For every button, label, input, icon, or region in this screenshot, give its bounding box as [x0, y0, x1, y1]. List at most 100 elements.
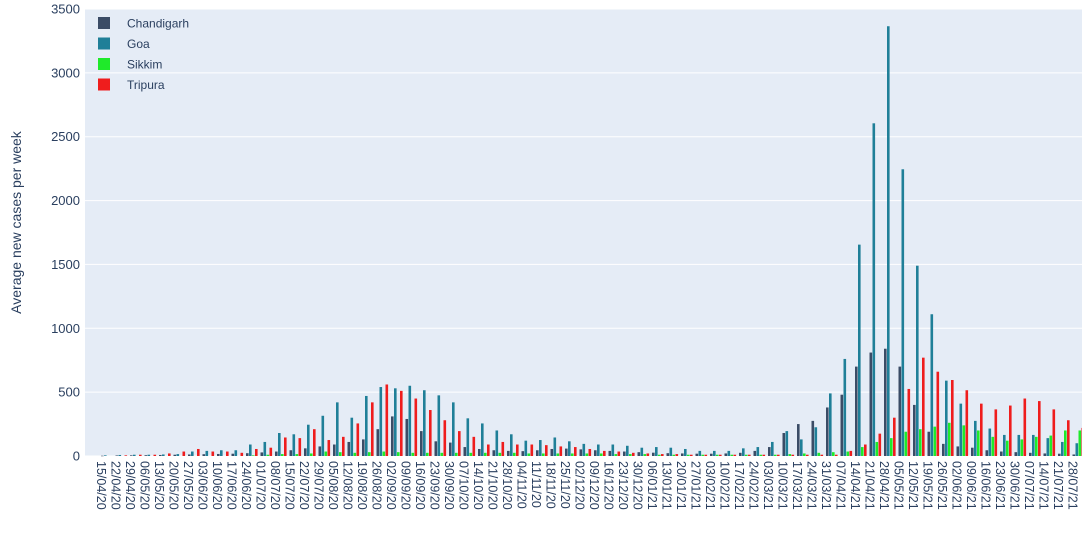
bar-tripura — [168, 453, 171, 456]
bar-chandigarh — [304, 448, 307, 456]
bar-chandigarh — [812, 421, 815, 456]
bar-tripura — [487, 445, 490, 456]
bar-tripura — [1067, 420, 1070, 456]
x-tick-label: 08/07/20 — [268, 461, 282, 510]
bar-goa — [423, 390, 426, 456]
bar-tripura — [777, 455, 780, 456]
bar-chandigarh — [638, 452, 641, 456]
bar-sikkim — [687, 455, 690, 456]
x-tick-label: 05/05/21 — [892, 461, 906, 510]
bar-chandigarh — [609, 451, 612, 456]
bar-goa — [1003, 435, 1006, 456]
bar-tripura — [879, 434, 882, 456]
x-tick-label: 16/12/20 — [602, 461, 616, 510]
x-tick-label: 14/04/21 — [848, 461, 862, 510]
legend-label: Tripura — [127, 78, 165, 92]
bar-goa — [162, 454, 165, 456]
bar-sikkim — [658, 455, 661, 456]
bar-sikkim — [586, 453, 589, 456]
bar-goa — [554, 437, 557, 456]
y-tick-label: 500 — [58, 385, 80, 400]
bar-goa — [293, 434, 296, 456]
x-tick-label: 06/05/20 — [138, 461, 152, 510]
bar-chandigarh — [145, 455, 148, 456]
x-tick-label: 31/03/21 — [819, 461, 833, 510]
bar-goa — [626, 446, 629, 456]
bar-chandigarh — [464, 447, 467, 456]
bar-goa — [148, 455, 151, 456]
bar-goa — [380, 387, 383, 456]
x-tick-label: 21/10/20 — [486, 461, 500, 510]
bar-goa — [597, 445, 600, 456]
x-tick-label: 01/07/20 — [254, 461, 268, 510]
bar-chandigarh — [551, 449, 554, 456]
bar-sikkim — [716, 455, 719, 456]
x-tick-label: 10/03/21 — [776, 461, 790, 510]
bar-chandigarh — [768, 447, 771, 456]
x-tick-label: 03/03/21 — [761, 461, 775, 510]
bar-tripura — [1009, 406, 1012, 456]
bar-chandigarh — [739, 453, 742, 456]
bar-tripura — [676, 454, 679, 456]
x-tick-label: 07/04/21 — [834, 461, 848, 510]
bar-chandigarh — [667, 453, 670, 456]
bar-goa — [1032, 435, 1035, 456]
bar-goa — [655, 447, 658, 456]
bar-tripura — [748, 455, 751, 456]
bar-chandigarh — [565, 449, 568, 456]
bar-chandigarh — [957, 446, 960, 456]
x-tick-label: 30/09/20 — [442, 461, 456, 510]
bar-sikkim — [542, 453, 545, 456]
bar-tripura — [792, 455, 795, 456]
bar-goa — [438, 395, 441, 456]
bar-sikkim — [1050, 436, 1053, 456]
bar-sikkim — [774, 455, 777, 456]
bar-goa — [902, 169, 905, 456]
bar-goa — [322, 416, 325, 456]
bar-sikkim — [470, 453, 473, 456]
x-tick-label: 10/02/21 — [718, 461, 732, 510]
bar-tripura — [458, 431, 461, 456]
bar-chandigarh — [101, 456, 104, 457]
bar-chandigarh — [1015, 452, 1018, 456]
bar-sikkim — [1064, 430, 1067, 456]
bar-chandigarh — [449, 443, 452, 456]
bar-tripura — [473, 437, 476, 456]
bar-goa — [1018, 435, 1021, 456]
bar-chandigarh — [232, 454, 235, 456]
x-tick-label: 02/12/20 — [573, 461, 587, 510]
bar-sikkim — [818, 453, 821, 456]
bar-tripura — [284, 437, 287, 456]
x-tick-label: 20/01/21 — [674, 461, 688, 510]
bar-chandigarh — [130, 455, 133, 456]
bar-chandigarh — [899, 367, 902, 456]
bar-chandigarh — [855, 367, 858, 456]
x-tick-label: 17/02/21 — [732, 461, 746, 510]
bar-tripura — [241, 453, 244, 456]
bar-chandigarh — [420, 431, 423, 456]
legend-label: Sikkim — [127, 58, 162, 72]
bar-tripura — [429, 410, 432, 456]
bar-chandigarh — [522, 451, 525, 456]
bar-sikkim — [412, 453, 415, 456]
bar-chandigarh — [986, 450, 989, 456]
bar-sikkim — [339, 452, 342, 456]
bar-chandigarh — [841, 395, 844, 456]
bar-tripura — [734, 455, 737, 456]
bar-goa — [945, 381, 948, 456]
x-tick-label: 02/06/21 — [950, 461, 964, 510]
bar-tripura — [400, 391, 403, 456]
bar-sikkim — [963, 425, 966, 456]
legend-swatch — [98, 58, 110, 70]
bar-goa — [829, 393, 832, 456]
bar-goa — [713, 451, 716, 456]
x-tick-label: 29/04/20 — [123, 461, 137, 510]
bar-sikkim — [934, 427, 937, 456]
bar-sikkim — [267, 455, 270, 456]
bar-chandigarh — [1073, 454, 1076, 456]
bar-goa — [757, 447, 760, 456]
x-tick-label: 21/04/21 — [863, 461, 877, 510]
x-tick-label: 03/02/21 — [703, 461, 717, 510]
x-tick-label: 14/07/21 — [1037, 461, 1051, 510]
